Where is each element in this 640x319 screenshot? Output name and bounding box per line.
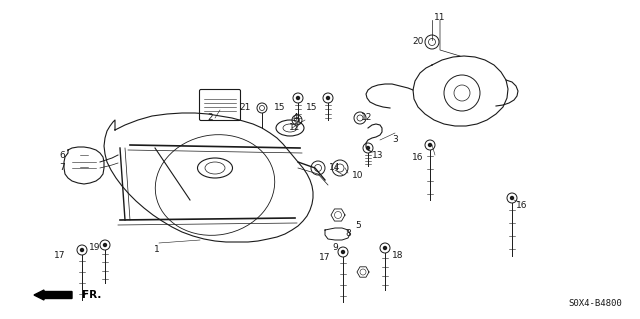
Circle shape [511,197,513,199]
Text: 21: 21 [239,103,251,113]
Text: 2: 2 [207,114,213,122]
Text: 4: 4 [292,114,298,122]
Circle shape [326,97,330,100]
Text: 17: 17 [319,254,331,263]
Text: 13: 13 [372,151,384,160]
Text: 12: 12 [362,114,372,122]
Text: 3: 3 [392,136,398,145]
Circle shape [383,247,387,249]
Circle shape [296,97,300,100]
Text: 16: 16 [516,201,528,210]
Circle shape [104,243,106,247]
Text: 11: 11 [435,13,445,23]
Text: 20: 20 [412,38,424,47]
Text: 15: 15 [275,103,285,113]
FancyArrow shape [34,290,72,300]
Circle shape [342,250,344,254]
Text: 5: 5 [355,220,361,229]
Text: 12: 12 [289,123,301,132]
Text: 7: 7 [59,162,65,172]
Text: FR.: FR. [82,290,101,300]
Circle shape [429,144,431,146]
Text: 8: 8 [345,228,351,238]
Circle shape [81,249,83,251]
Text: 14: 14 [330,164,340,173]
Text: S0X4-B4800: S0X4-B4800 [568,299,622,308]
Text: 19: 19 [89,243,100,253]
Text: 6: 6 [59,151,65,160]
Text: 17: 17 [54,250,66,259]
Text: 16: 16 [412,153,424,162]
Circle shape [367,146,369,150]
Text: 9: 9 [332,243,338,253]
Text: 15: 15 [307,103,317,113]
Text: 1: 1 [154,246,160,255]
Text: 18: 18 [392,250,404,259]
Text: 10: 10 [352,170,364,180]
